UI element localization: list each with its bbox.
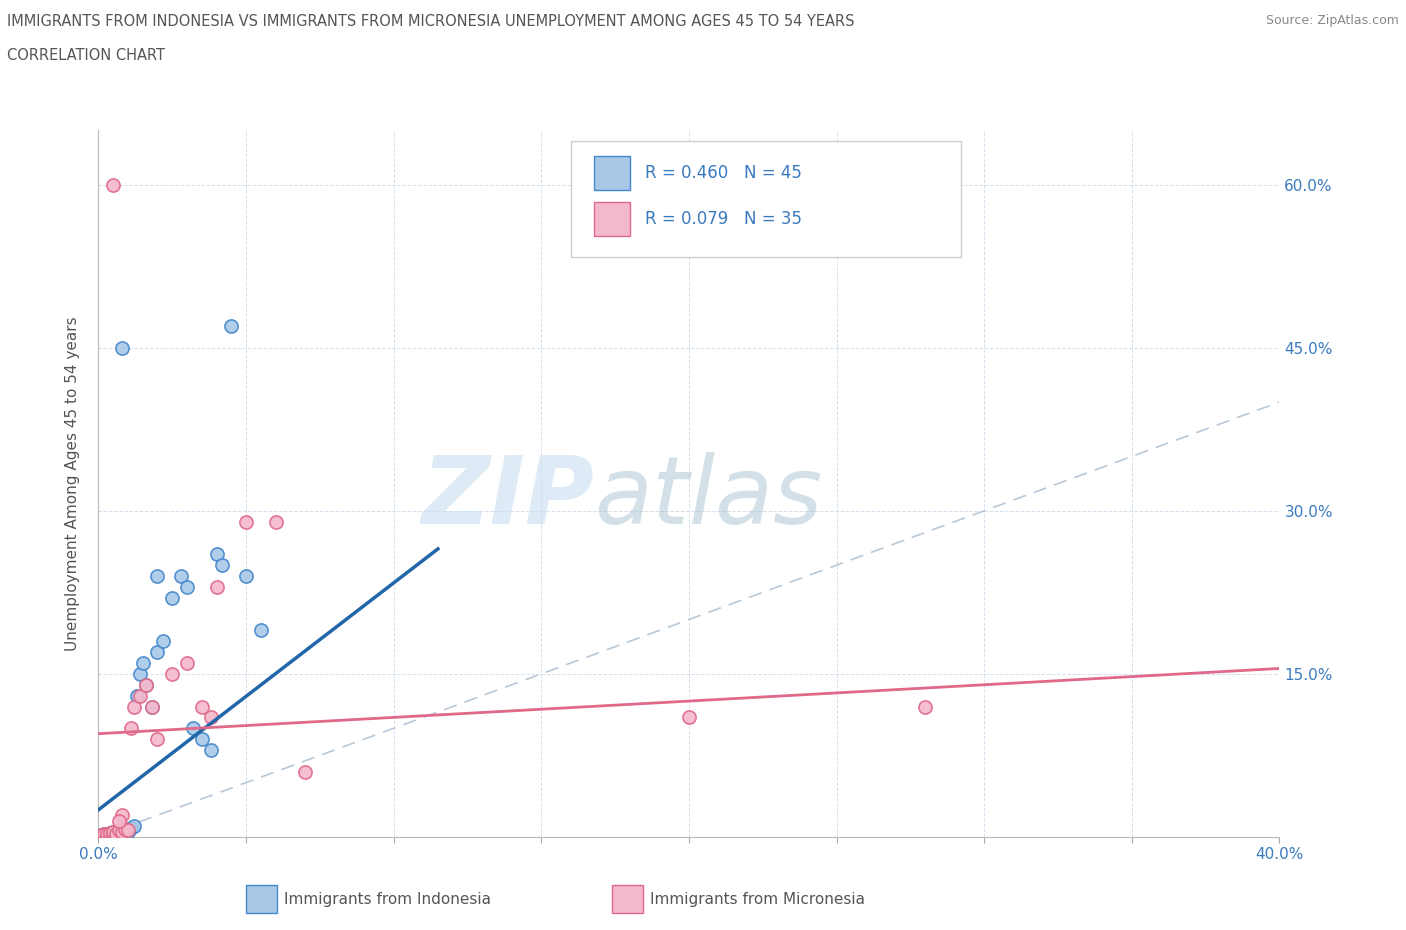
Point bbox=[117, 824, 139, 839]
Point bbox=[103, 826, 125, 841]
Text: Immigrants from Indonesia: Immigrants from Indonesia bbox=[284, 892, 491, 907]
Point bbox=[96, 829, 118, 844]
Point bbox=[96, 826, 118, 841]
Point bbox=[117, 822, 139, 837]
Point bbox=[162, 591, 183, 605]
Point bbox=[146, 644, 169, 659]
FancyBboxPatch shape bbox=[571, 140, 960, 258]
Point bbox=[105, 826, 128, 841]
Point bbox=[108, 824, 131, 839]
Point bbox=[219, 318, 242, 333]
Point bbox=[200, 710, 222, 724]
Point bbox=[176, 656, 198, 671]
Text: IMMIGRANTS FROM INDONESIA VS IMMIGRANTS FROM MICRONESIA UNEMPLOYMENT AMONG AGES : IMMIGRANTS FROM INDONESIA VS IMMIGRANTS … bbox=[7, 14, 855, 29]
Point bbox=[98, 828, 121, 843]
Point bbox=[98, 825, 121, 840]
Point bbox=[135, 677, 157, 692]
FancyBboxPatch shape bbox=[595, 156, 630, 191]
Point bbox=[135, 677, 157, 692]
Point bbox=[146, 732, 169, 747]
Point bbox=[211, 558, 233, 573]
Point bbox=[90, 828, 112, 843]
Point bbox=[128, 667, 150, 682]
Point bbox=[103, 177, 125, 192]
Point bbox=[96, 829, 118, 844]
Point bbox=[105, 828, 128, 843]
Point bbox=[117, 823, 139, 838]
Point bbox=[93, 828, 115, 843]
Point bbox=[111, 340, 134, 355]
Point bbox=[98, 825, 121, 840]
Text: CORRELATION CHART: CORRELATION CHART bbox=[7, 48, 165, 63]
Point bbox=[103, 824, 125, 839]
Point bbox=[170, 568, 193, 583]
Point bbox=[93, 829, 115, 844]
Point bbox=[93, 829, 115, 844]
Point bbox=[264, 514, 287, 529]
Point bbox=[111, 825, 134, 840]
Y-axis label: Unemployment Among Ages 45 to 54 years: Unemployment Among Ages 45 to 54 years bbox=[65, 316, 80, 651]
Point bbox=[105, 825, 128, 840]
Point bbox=[91, 829, 114, 844]
Point bbox=[294, 764, 316, 779]
Point bbox=[132, 656, 155, 671]
Text: R = 0.460   N = 45: R = 0.460 N = 45 bbox=[645, 164, 801, 181]
Point bbox=[93, 826, 115, 841]
Point bbox=[98, 829, 121, 844]
Point bbox=[114, 824, 136, 839]
Text: ZIP: ZIP bbox=[422, 452, 595, 544]
Point bbox=[90, 828, 112, 843]
Text: Source: ZipAtlas.com: Source: ZipAtlas.com bbox=[1265, 14, 1399, 27]
Point bbox=[678, 710, 700, 724]
Point bbox=[114, 822, 136, 837]
Point bbox=[93, 826, 115, 841]
Point bbox=[250, 623, 273, 638]
Point bbox=[111, 808, 134, 823]
Point bbox=[122, 699, 145, 714]
Point bbox=[162, 667, 183, 682]
Point bbox=[181, 721, 204, 736]
Point bbox=[120, 721, 142, 736]
Point bbox=[90, 829, 112, 844]
Point bbox=[146, 568, 169, 583]
Point bbox=[103, 828, 125, 843]
Point bbox=[191, 699, 214, 714]
Point bbox=[122, 818, 145, 833]
Point bbox=[103, 824, 125, 839]
Point bbox=[128, 688, 150, 703]
Point bbox=[205, 579, 228, 594]
Text: R = 0.079   N = 35: R = 0.079 N = 35 bbox=[645, 209, 803, 228]
Point bbox=[125, 688, 148, 703]
Point bbox=[235, 514, 257, 529]
Point bbox=[141, 699, 163, 714]
Point bbox=[108, 813, 131, 828]
Point bbox=[205, 547, 228, 562]
Text: Immigrants from Micronesia: Immigrants from Micronesia bbox=[650, 892, 865, 907]
Point bbox=[191, 732, 214, 747]
Point bbox=[141, 699, 163, 714]
Point bbox=[96, 828, 118, 843]
Point bbox=[152, 634, 174, 649]
Point bbox=[89, 829, 111, 844]
Point bbox=[108, 823, 131, 838]
Point bbox=[103, 828, 125, 843]
Point bbox=[235, 568, 257, 583]
Point bbox=[111, 824, 134, 839]
Point bbox=[914, 699, 936, 714]
Point bbox=[120, 821, 142, 836]
Point bbox=[96, 826, 118, 841]
Point bbox=[90, 829, 112, 844]
Point bbox=[200, 742, 222, 757]
Text: atlas: atlas bbox=[595, 452, 823, 543]
Point bbox=[176, 579, 198, 594]
FancyBboxPatch shape bbox=[595, 203, 630, 236]
Point bbox=[89, 829, 111, 844]
Point bbox=[108, 826, 131, 841]
